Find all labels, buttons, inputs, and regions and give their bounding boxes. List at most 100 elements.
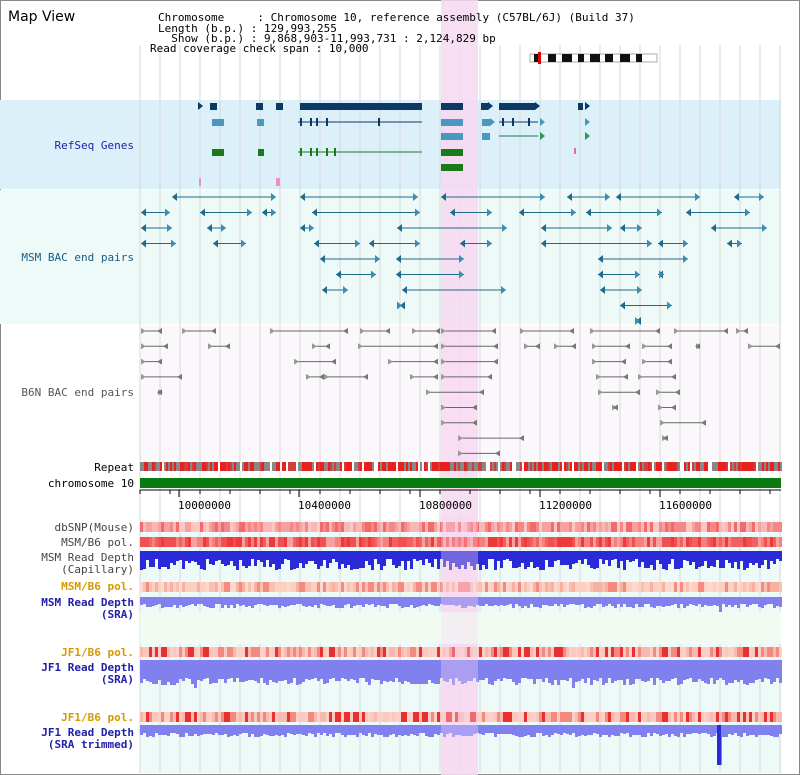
read-depth-bar [368, 551, 371, 565]
repeat-segment [226, 462, 228, 471]
polymorphism-cell [602, 537, 605, 547]
b6n-end-mark [441, 358, 446, 365]
track-label-jf1-b6-pol-2[interactable]: JF1/B6 pol. [61, 711, 134, 724]
track-label-chromosome[interactable]: chromosome 10 [47, 477, 134, 490]
polymorphism-cell [584, 647, 587, 657]
polymorphism-cell [536, 522, 539, 532]
read-depth-bar [563, 551, 566, 565]
track-label-b6n-bac[interactable]: B6N BAC end pairs [21, 386, 134, 399]
polymorphism-cell [464, 647, 467, 657]
polymorphism-cell [335, 582, 338, 592]
polymorphism-cell [683, 582, 686, 592]
track-label-jf1-b6-pol[interactable]: JF1/B6 pol. [61, 646, 134, 659]
read-depth-bar [551, 597, 554, 606]
read-depth-bar [353, 551, 356, 569]
polymorphism-cell [425, 537, 428, 547]
b6n-end-mark [554, 343, 559, 350]
polymorphism-cell [407, 582, 410, 592]
repeat-segment [358, 462, 360, 471]
polymorphism-cell [584, 712, 587, 722]
track-label-jf1-read-depth-trimmed[interactable]: JF1 Read Depth [41, 726, 134, 739]
polymorphism-cell [308, 522, 311, 532]
read-depth-bar [671, 725, 674, 734]
polymorphism-cell [497, 712, 500, 722]
read-depth-bar [332, 725, 335, 737]
polymorphism-cell [755, 582, 758, 592]
polymorphism-cell [548, 522, 551, 532]
polymorphism-cell [407, 647, 410, 657]
read-depth-bar [575, 597, 578, 605]
polymorphism-cell [509, 712, 512, 722]
read-depth-bar [254, 597, 257, 605]
read-depth-bar [446, 597, 449, 605]
track-label-msm-read-depth-capillary[interactable]: MSM Read Depth [41, 551, 134, 564]
read-depth-bar [722, 551, 725, 568]
read-depth-bar [239, 551, 242, 560]
read-depth-bar [320, 660, 323, 679]
polymorphism-cell [572, 522, 575, 532]
read-depth-bar [386, 597, 389, 608]
read-depth-bar [623, 597, 626, 604]
polymorphism-cell [617, 712, 620, 722]
repeat-segment [292, 462, 294, 471]
read-depth-bar [635, 551, 638, 559]
track-label-msm-bac[interactable]: MSM BAC end pairs [21, 251, 134, 264]
polymorphism-cell [167, 522, 170, 532]
axis-tick-label: 11200000 [539, 499, 592, 512]
polymorphism-cell [278, 712, 281, 722]
read-depth-bar [551, 725, 554, 735]
track-label-msm-read-depth-sra[interactable]: MSM Read Depth [41, 596, 134, 609]
ideogram-band [605, 54, 613, 62]
strand-arrow [737, 239, 742, 248]
repeat-segment [270, 462, 272, 471]
polymorphism-cell [146, 537, 149, 547]
polymorphism-cell [575, 537, 578, 547]
read-depth-bar [611, 660, 614, 683]
track-label-repeat[interactable]: Repeat [94, 461, 134, 474]
track-label-msm-b6-pol-sra[interactable]: MSM/B6 pol. [61, 580, 134, 593]
read-depth-bar [515, 597, 518, 604]
read-depth-bar [635, 597, 638, 604]
read-depth-bar [731, 551, 734, 568]
polymorphism-cell [590, 712, 593, 722]
read-depth-bar [392, 551, 395, 565]
polymorphism-cell [332, 647, 335, 657]
polymorphism-cell [332, 582, 335, 592]
read-depth-bar [317, 597, 320, 608]
info-length-key: Length (b.p.) [158, 22, 251, 35]
polymorphism-cell [299, 522, 302, 532]
read-depth-bar [401, 597, 404, 608]
polymorphism-cell [530, 537, 533, 547]
repeat-segment [670, 462, 672, 471]
read-depth-bar [401, 551, 404, 561]
track-label-dbsnp[interactable]: dbSNP(Mouse) [54, 521, 134, 534]
read-depth-bar [560, 597, 563, 604]
polymorphism-cell [605, 647, 608, 657]
repeat-segment [550, 462, 552, 471]
b6n-end-mark [363, 373, 368, 380]
polymorphism-cell [338, 537, 341, 547]
b6n-end-mark [433, 373, 438, 380]
msm-bac-label-bg [0, 190, 140, 324]
polymorphism-cell [686, 537, 689, 547]
read-depth-bar [467, 660, 470, 681]
polymorphism-cell [233, 522, 236, 532]
polymorphism-cell [317, 582, 320, 592]
polymorphism-cell [557, 522, 560, 532]
b6n-end-mark [157, 389, 162, 396]
read-depth-bar [506, 660, 509, 679]
track-label-refseq[interactable]: RefSeq Genes [54, 139, 134, 152]
track-label-jf1-read-depth-sra[interactable]: JF1 Read Depth [41, 661, 134, 674]
strand-arrow [657, 208, 662, 217]
read-depth-bar [653, 597, 656, 608]
read-depth-bar [167, 660, 170, 682]
polymorphism-cell [212, 647, 215, 657]
read-depth-bar [308, 551, 311, 561]
polymorphism-cell [713, 582, 716, 592]
track-label-msm-b6-pol[interactable]: MSM/B6 pol. [61, 536, 134, 549]
polymorphism-cell [287, 522, 290, 532]
polymorphism-cell [737, 582, 740, 592]
read-depth-bar [443, 597, 446, 605]
read-depth-bar [572, 551, 575, 564]
